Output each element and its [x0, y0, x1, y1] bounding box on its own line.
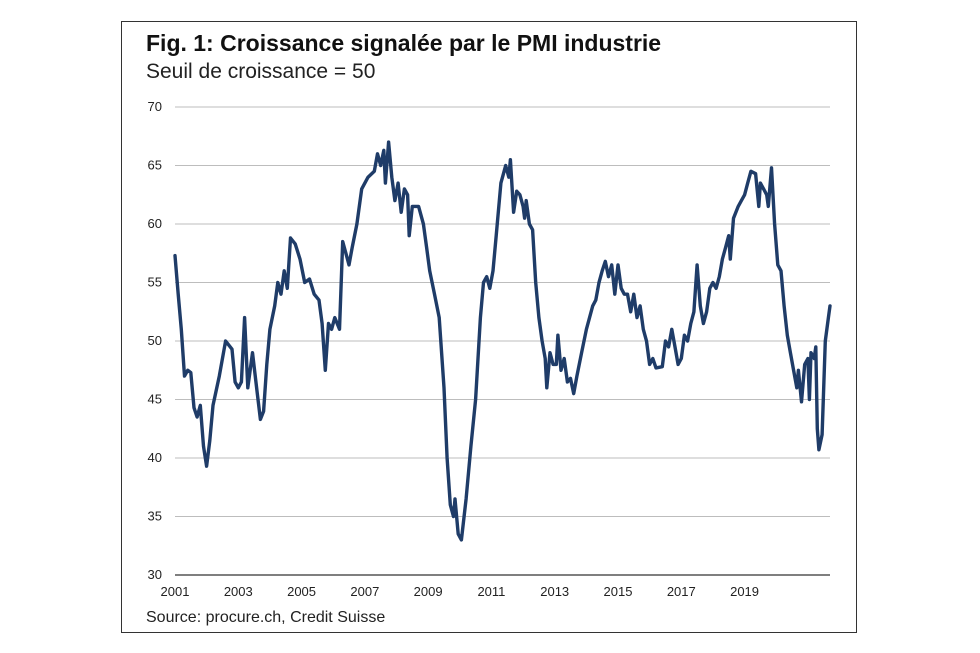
y-tick-label-35: 35	[148, 509, 162, 524]
x-tick-label-2017: 2017	[667, 584, 696, 597]
x-tick-label-2013: 2013	[540, 584, 569, 597]
x-tick-label-2005: 2005	[287, 584, 316, 597]
y-tick-label-50: 50	[148, 333, 162, 348]
x-tick-label-2015: 2015	[604, 584, 633, 597]
y-tick-label-45: 45	[148, 392, 162, 407]
x-tick-label-2009: 2009	[414, 584, 443, 597]
chart-title: Fig. 1: Croissance signalée par le PMI i…	[146, 30, 662, 56]
y-tick-label-65: 65	[148, 158, 162, 173]
chart-subtitle: Seuil de croissance = 50	[146, 60, 376, 83]
line-chart: 30 35 40 45 50 55 60 65 70 2001 2003 2005 2007 2009 20…	[148, 99, 832, 597]
x-tick-label-2001: 2001	[161, 584, 190, 597]
x-tick-label-2003: 2003	[224, 584, 253, 597]
y-tick-label-55: 55	[148, 275, 162, 290]
source-note: Source: procure.ch, Credit Suisse	[146, 609, 386, 626]
x-tick-label-2007: 2007	[350, 584, 379, 597]
x-tick-label-2011: 2011	[477, 584, 505, 597]
x-tick-label-2019: 2019	[730, 584, 759, 597]
y-tick-label-60: 60	[148, 216, 162, 231]
figure-frame: Fig. 1: Croissance signalée par le PMI i…	[121, 21, 857, 633]
y-tick-label-30: 30	[148, 567, 162, 582]
y-tick-label-70: 70	[148, 99, 162, 114]
series-line-0	[173, 140, 832, 542]
y-tick-label-40: 40	[148, 450, 162, 465]
